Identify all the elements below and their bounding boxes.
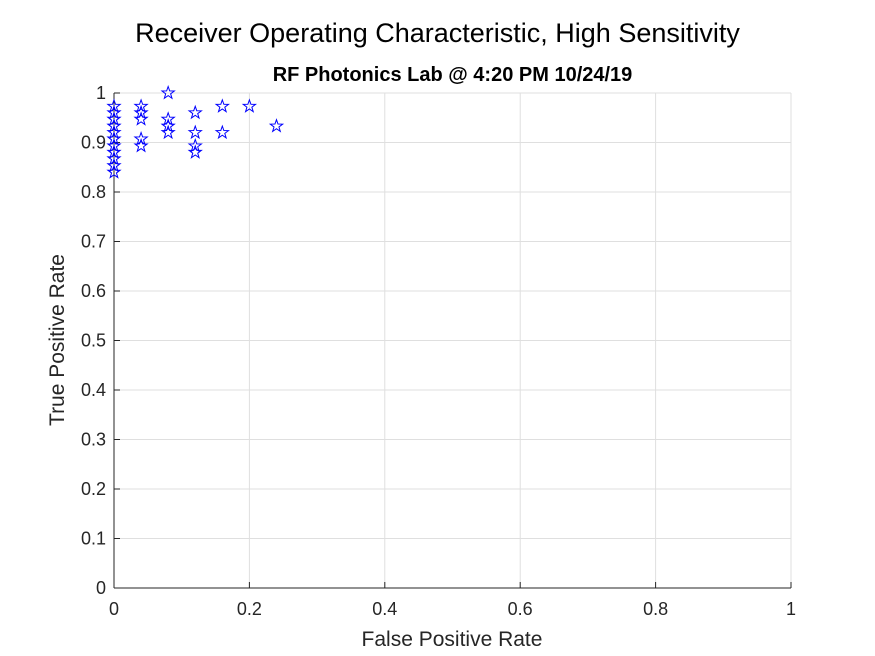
y-tick-label: 0.7	[81, 232, 106, 252]
y-tick-label: 0.4	[81, 380, 106, 400]
data-point	[241, 98, 258, 113]
x-tick-label: 1	[786, 599, 796, 619]
x-tick-label: 0.8	[643, 599, 668, 619]
data-point	[160, 111, 176, 126]
data-point	[214, 124, 230, 140]
x-axis-label: False Positive Rate	[362, 628, 543, 651]
axes	[113, 92, 792, 589]
data-point	[133, 98, 149, 113]
data-point	[214, 98, 230, 113]
data-point	[187, 144, 203, 159]
data-point	[133, 104, 149, 120]
data-point	[160, 118, 176, 133]
data-point	[106, 118, 122, 133]
data-points	[106, 84, 285, 179]
y-tick-label: 0.9	[81, 133, 106, 153]
data-point	[106, 131, 122, 146]
data-point	[133, 111, 149, 126]
y-axis-label: True Positive Rate	[46, 254, 69, 426]
data-point	[106, 98, 122, 113]
y-tick-labels: 0 0.1 0.2 0.3 0.4 0.5 0.6 0.7 0.8 0.9 1	[81, 83, 106, 598]
x-tick-labels: 0 0.2 0.4 0.6 0.8 1	[109, 599, 796, 619]
data-point	[106, 111, 122, 126]
y-tick-label: 0.8	[81, 182, 106, 202]
y-tick-label: 1	[96, 83, 106, 103]
y-tick-label: 0.5	[81, 331, 106, 351]
data-point	[106, 164, 122, 179]
chart-subtitle: RF Photonics Lab @ 4:20 PM 10/24/19	[272, 64, 633, 86]
data-point	[160, 84, 176, 100]
x-tick-label: 0.6	[508, 599, 533, 619]
chart-title: Receiver Operating Characteristic, High …	[135, 18, 740, 48]
data-point	[106, 124, 122, 140]
x-tick-label: 0.4	[372, 599, 397, 619]
y-tick-label: 0.6	[81, 281, 106, 301]
data-point	[106, 150, 122, 166]
x-tick-label: 0.2	[237, 599, 262, 619]
y-tick-label: 0.2	[81, 479, 106, 499]
data-point	[133, 137, 149, 153]
y-tick-label: 0.1	[81, 529, 106, 549]
data-point	[187, 104, 203, 120]
data-point	[268, 118, 285, 133]
data-point	[106, 144, 122, 159]
x-tick-label: 0	[109, 599, 119, 619]
y-tick-label: 0	[96, 578, 106, 598]
y-tick-label: 0.3	[81, 430, 106, 450]
data-point	[106, 157, 122, 173]
data-point	[187, 137, 203, 153]
data-point	[106, 137, 122, 153]
data-point	[106, 104, 122, 120]
data-point	[160, 124, 176, 140]
data-point	[187, 124, 203, 140]
data-point	[133, 131, 149, 146]
